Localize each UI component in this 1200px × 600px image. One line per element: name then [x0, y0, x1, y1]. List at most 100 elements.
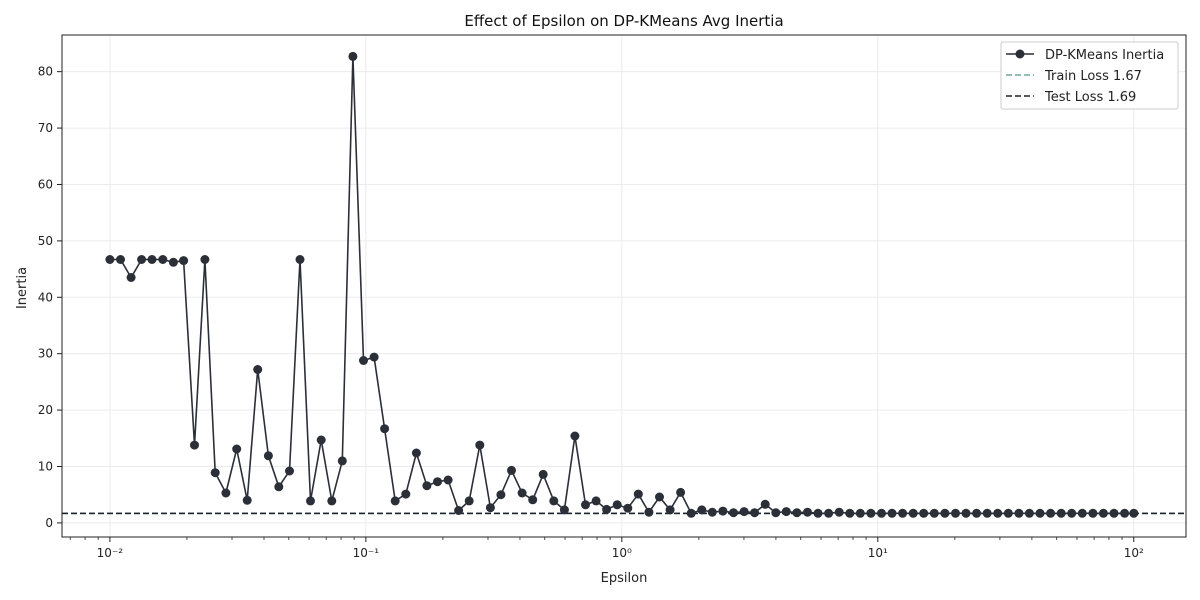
grid [62, 35, 1186, 537]
inertia-point [369, 352, 379, 362]
inertia-point [1077, 508, 1087, 518]
inertia-point [686, 508, 696, 518]
inertia-point [559, 505, 569, 515]
inertia-point [190, 440, 199, 450]
y-axis-ticks: 0 10 20 30 40 50 60 70 80 [38, 65, 62, 530]
inertia-point [919, 508, 929, 518]
inertia-point [179, 256, 189, 266]
inertia-point [496, 490, 506, 500]
x-tick-label: 10⁻¹ [353, 546, 380, 560]
inertia-point [485, 503, 495, 513]
y-tick-label: 30 [38, 347, 53, 361]
inertia-point [1109, 508, 1119, 518]
inertia-point [147, 255, 157, 264]
legend-label-inertia: DP-KMeans Inertia [1045, 48, 1164, 63]
inertia-point [729, 508, 738, 518]
inertia-point [845, 508, 855, 518]
inertia-point [337, 456, 347, 466]
inertia-point [676, 487, 686, 497]
inertia-point [1056, 508, 1066, 518]
inertia-point [422, 481, 432, 491]
legend: DP-KMeans Inertia Train Loss 1.67 Test L… [1000, 41, 1179, 110]
inertia-point [697, 505, 707, 515]
inertia-point [1046, 508, 1056, 518]
x-tick-label: 10² [1124, 546, 1144, 560]
inertia-point [359, 356, 368, 365]
y-tick-label: 50 [38, 234, 53, 248]
inertia-point [443, 475, 453, 485]
inertia-point [591, 496, 601, 506]
y-axis-label: Inertia [15, 267, 30, 309]
inertia-point [1003, 508, 1013, 518]
inertia-point [570, 431, 580, 441]
inertia-point [602, 504, 612, 514]
inertia-point [866, 508, 876, 518]
inertia-point [126, 273, 136, 282]
y-tick-label: 10 [38, 459, 53, 473]
inertia-point [982, 508, 992, 518]
inertia-point [306, 496, 315, 506]
plot-background [62, 35, 1186, 537]
inertia-point [538, 469, 548, 479]
inertia-point [1014, 508, 1024, 518]
inertia-point [221, 488, 231, 498]
inertia-point [951, 508, 960, 518]
inertia-point [781, 507, 791, 517]
inertia-point [1088, 508, 1098, 518]
inertia-point [507, 465, 516, 475]
inertia-point [348, 51, 358, 61]
inertia-point [528, 495, 538, 505]
inertia-point [908, 508, 918, 518]
inertia-point [390, 496, 400, 506]
inertia-point [274, 482, 284, 492]
inertia-point [855, 508, 865, 518]
inertia-point [792, 508, 802, 518]
x-axis-label: Epsilon [601, 571, 648, 586]
inertia-point [898, 508, 908, 518]
inertia-point [993, 508, 1003, 518]
inertia-point [824, 508, 834, 518]
chart-title: Effect of Epsilon on DP-KMeans Avg Inert… [464, 12, 783, 30]
inertia-point [623, 503, 633, 513]
inertia-point [750, 508, 760, 518]
inertia-point [137, 255, 147, 264]
inertia-point [116, 255, 125, 264]
inertia-point [834, 507, 844, 517]
inertia-point [655, 492, 664, 502]
inertia-point [105, 255, 115, 264]
inertia-point [454, 506, 464, 515]
inertia-point [263, 451, 273, 461]
inertia-point [1035, 508, 1045, 518]
inertia-point [813, 508, 823, 518]
series-layer [105, 51, 1139, 518]
inertia-point [612, 500, 622, 510]
inertia-point [549, 496, 559, 506]
inertia-point [380, 424, 390, 434]
inertia-point [665, 505, 675, 515]
inertia-point [760, 499, 770, 509]
inertia-point [771, 508, 781, 518]
inertia-point [887, 508, 897, 518]
y-tick-label: 0 [45, 516, 53, 530]
inertia-point [411, 448, 421, 458]
y-tick-label: 40 [38, 290, 53, 304]
inertia-point [464, 496, 474, 506]
inertia-point [581, 500, 590, 510]
inertia-point [295, 255, 305, 264]
inertia-point [433, 477, 442, 487]
inertia-point [401, 489, 411, 499]
x-tick-label: 10¹ [868, 546, 888, 560]
y-tick-label: 70 [38, 121, 53, 135]
inertia-point [803, 507, 812, 517]
inertia-point [1098, 508, 1108, 518]
inertia-point [1120, 508, 1130, 518]
inertia-point [168, 257, 178, 267]
inertia-point [242, 495, 252, 505]
inertia-point [285, 466, 294, 476]
plot-frame [61, 34, 1187, 538]
inertia-point [200, 255, 210, 264]
inertia-point [633, 489, 643, 499]
inertia-point [210, 468, 220, 478]
inertia-point [316, 435, 326, 445]
